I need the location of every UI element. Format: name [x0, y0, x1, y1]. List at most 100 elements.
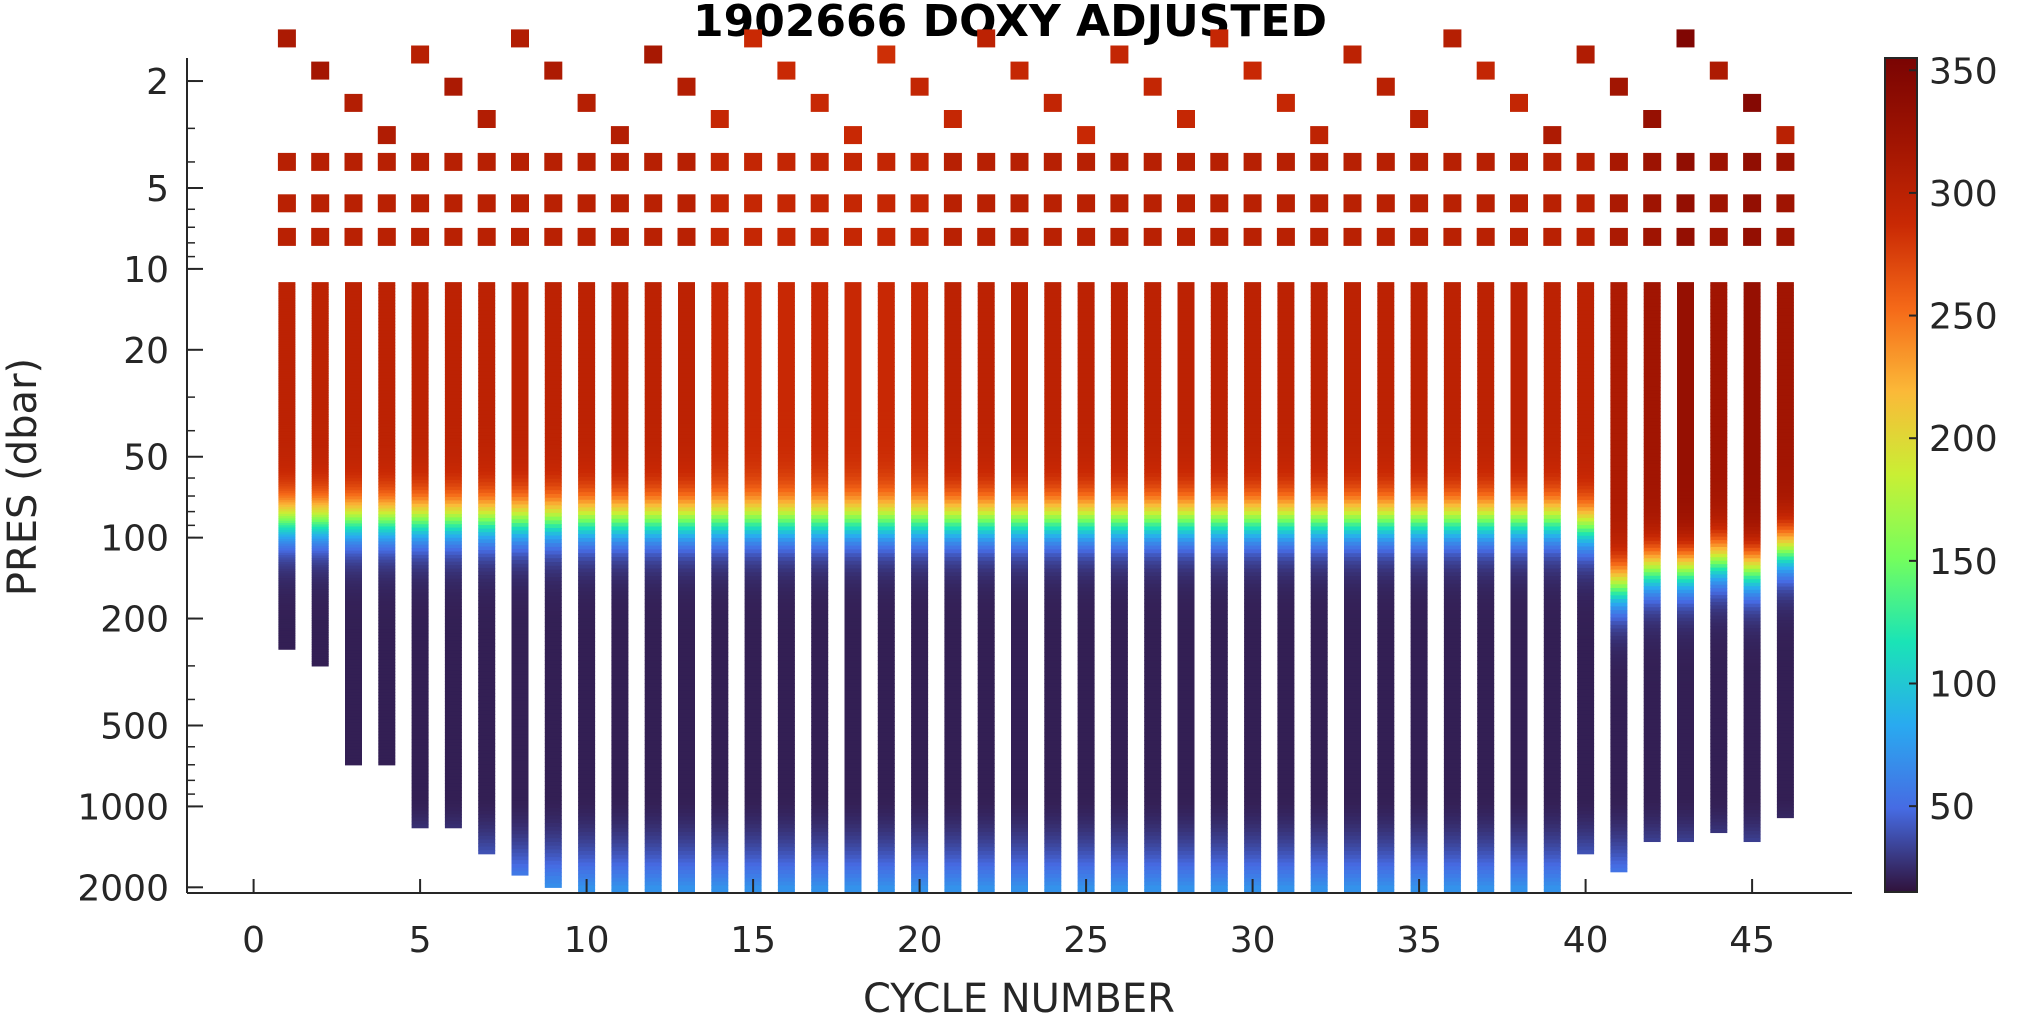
profile-segment	[1177, 572, 1195, 577]
profile-segment	[345, 671, 362, 675]
profile-segment	[711, 518, 729, 524]
profile-segment	[311, 394, 329, 398]
profile-segment	[544, 872, 562, 877]
profile-segment	[644, 698, 662, 703]
profile-segment	[678, 446, 695, 451]
profile-segment	[1044, 648, 1062, 654]
profile-segment	[611, 385, 629, 390]
profile-segment	[1210, 602, 1228, 608]
profile-segment	[411, 421, 429, 426]
profile-segment	[511, 693, 529, 698]
profile-segment	[1144, 744, 1162, 749]
profile-segment	[1077, 862, 1095, 867]
profile-segment	[1244, 629, 1262, 634]
profile-segment	[678, 686, 695, 692]
profile-segment	[1177, 285, 1195, 291]
profile-segment	[777, 854, 795, 860]
profile-segment	[278, 291, 296, 295]
profile-segment	[1044, 534, 1062, 539]
profile-segment	[478, 792, 496, 798]
profile-segment	[1144, 663, 1162, 669]
profile-segment	[1244, 767, 1262, 772]
profile-segment	[611, 316, 629, 321]
profile-segment	[1244, 331, 1262, 337]
profile-segment	[478, 521, 496, 526]
profile-segment	[378, 330, 396, 335]
profile-segment	[1244, 797, 1262, 802]
profile-segment	[1210, 774, 1228, 780]
profile-segment	[777, 285, 795, 291]
profile-segment	[1144, 381, 1162, 386]
profile-segment	[1044, 530, 1062, 535]
profile-segment	[777, 835, 795, 841]
profile-segment	[977, 431, 995, 436]
profile-segment	[444, 701, 462, 706]
profile-segment	[844, 434, 862, 440]
profile-segment	[578, 698, 596, 703]
profile-segment	[1277, 305, 1295, 310]
profile-segment	[811, 369, 829, 375]
profile-segment	[1011, 350, 1028, 356]
profile-segment	[777, 415, 795, 421]
profile-segment	[411, 438, 429, 443]
profile-segment	[1144, 812, 1162, 818]
surface-sample	[710, 194, 729, 213]
profile-cycle-12	[644, 45, 663, 894]
profile-segment	[1077, 717, 1095, 722]
profile-segment	[1244, 820, 1262, 825]
profile-segment	[611, 331, 629, 337]
profile-segment	[544, 720, 562, 726]
profile-segment	[345, 520, 362, 525]
profile-segment	[1044, 503, 1062, 508]
profile-segment	[744, 679, 762, 684]
profile-segment	[611, 614, 629, 619]
profile-segment	[345, 610, 362, 615]
profile-segment	[1077, 763, 1095, 768]
profile-segment	[844, 652, 862, 657]
profile-segment	[544, 788, 562, 794]
profile-segment	[644, 522, 662, 528]
profile-segment	[1244, 847, 1262, 852]
profile-segment	[877, 457, 895, 463]
profile-segment	[278, 474, 296, 478]
profile-segment	[1110, 289, 1128, 295]
profile-segment	[844, 442, 862, 447]
profile-segment	[844, 347, 862, 352]
profile-segment	[544, 448, 562, 453]
profile-segment	[1077, 633, 1095, 638]
profile-segment	[877, 495, 895, 501]
profile-segment	[678, 793, 695, 799]
profile-segment	[1244, 442, 1262, 447]
profile-segment	[544, 649, 562, 654]
profile-segment	[544, 807, 562, 813]
profile-segment	[378, 490, 396, 494]
profile-segment	[678, 541, 695, 547]
profile-segment	[678, 560, 695, 566]
profile-segment	[1044, 518, 1062, 524]
profile-segment	[544, 471, 562, 476]
profile-segment	[1044, 560, 1062, 566]
profile-segment	[744, 732, 762, 738]
profile-segment	[1110, 854, 1128, 860]
profile-segment	[844, 885, 862, 890]
profile-segment	[578, 381, 596, 386]
profile-segment	[844, 702, 862, 707]
profile-segment	[811, 377, 829, 382]
profile-segment	[644, 877, 662, 883]
profile-segment	[311, 632, 329, 636]
profile-segment	[345, 656, 362, 660]
profile-segment	[744, 591, 762, 596]
profile-segment	[1177, 751, 1195, 757]
profile-segment	[1011, 870, 1028, 875]
profile-segment	[1144, 721, 1162, 726]
profile-segment	[1177, 732, 1195, 738]
profile-segment	[678, 557, 695, 562]
profile-segment	[511, 711, 529, 717]
profile-segment	[511, 467, 529, 472]
surface-sample	[710, 152, 729, 171]
profile-segment	[1110, 526, 1128, 531]
profile-segment	[944, 522, 962, 528]
profile-segment	[578, 648, 596, 654]
profile-segment	[1077, 473, 1095, 478]
profile-segment	[345, 541, 362, 546]
